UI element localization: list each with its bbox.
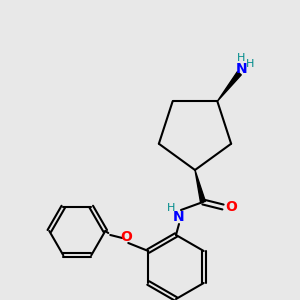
- Text: H: H: [237, 53, 245, 63]
- Polygon shape: [195, 170, 206, 203]
- Text: H: H: [246, 59, 254, 69]
- Text: H: H: [167, 203, 175, 213]
- Polygon shape: [217, 72, 241, 101]
- Text: N: N: [173, 210, 185, 224]
- Text: N: N: [236, 62, 247, 76]
- Text: O: O: [225, 200, 237, 214]
- Text: O: O: [120, 230, 132, 244]
